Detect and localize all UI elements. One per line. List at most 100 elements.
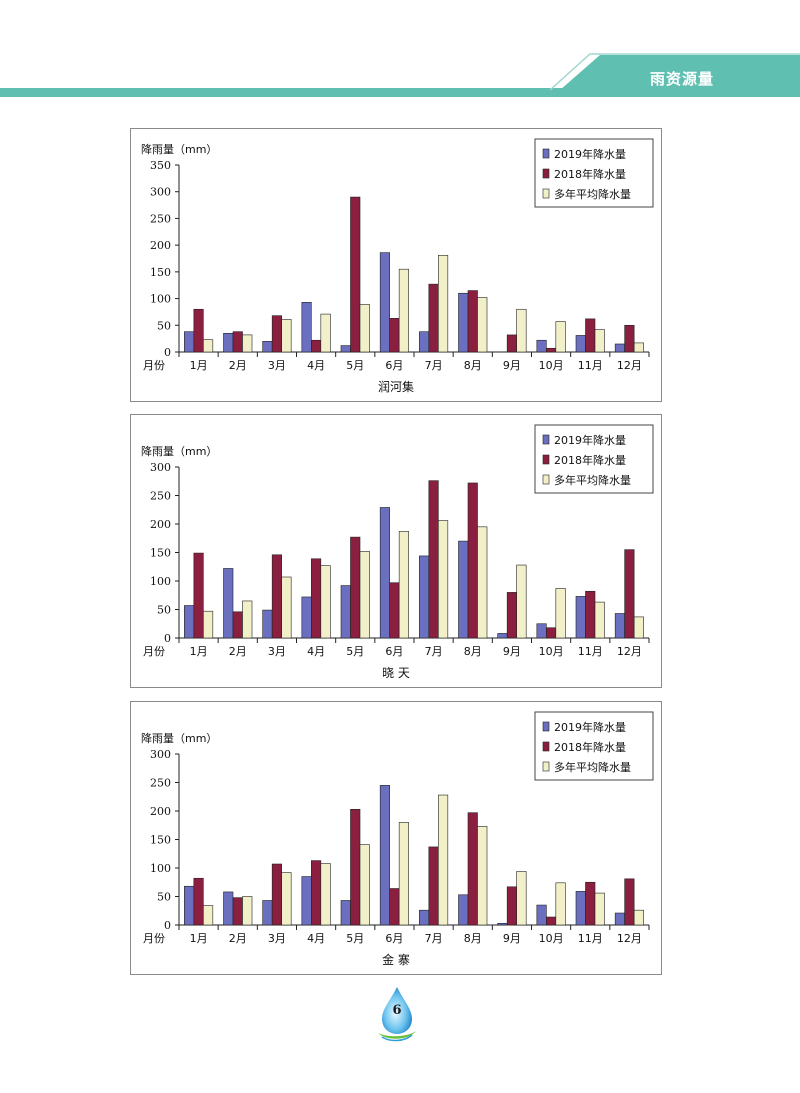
- bar-1: [223, 891, 234, 926]
- x-tick-label: 2月: [229, 645, 247, 658]
- bar-3: [438, 254, 449, 353]
- page-number: 6: [392, 1003, 402, 1018]
- x-tick-label: 8月: [464, 645, 482, 658]
- x-tick-label: 4月: [307, 645, 325, 658]
- bar-2: [271, 863, 282, 926]
- legend-swatch-2: [542, 741, 550, 752]
- x-tick-label: 5月: [346, 645, 364, 658]
- y-axis-label: 降雨量（mm）: [141, 444, 217, 458]
- x-tick-label: 2月: [229, 359, 247, 372]
- y-tick-label: 100: [150, 575, 171, 588]
- x-tick-label: 8月: [464, 359, 482, 372]
- bar-1: [458, 292, 469, 353]
- legend-label-1: 2019年降水量: [554, 147, 626, 161]
- x-tick-label: 5月: [346, 932, 364, 945]
- x-tick-label: 11月: [578, 645, 603, 658]
- bar-1: [223, 568, 234, 639]
- bar-3: [594, 601, 605, 639]
- bar-1: [301, 302, 312, 353]
- x-tick-label: 3月: [268, 645, 286, 658]
- y-tick-label: 0: [164, 632, 171, 645]
- bar-1: [536, 339, 547, 353]
- bar-2: [311, 339, 322, 353]
- x-axis-label: 月份: [143, 645, 165, 658]
- bar-3: [320, 313, 331, 353]
- legend-label-2: 2018年降水量: [554, 167, 626, 181]
- bar-3: [281, 576, 292, 639]
- x-tick-label: 3月: [268, 359, 286, 372]
- bar-2: [271, 554, 282, 639]
- bar-3: [555, 588, 566, 639]
- bar-1: [223, 333, 234, 353]
- y-tick-label: 0: [164, 346, 171, 359]
- bar-1: [614, 343, 625, 353]
- x-tick-label: 7月: [425, 645, 443, 658]
- bar-1: [419, 909, 430, 926]
- bar-1: [301, 876, 312, 926]
- legend-label-3: 多年平均降水量: [554, 760, 631, 774]
- bar-1: [262, 609, 273, 639]
- bar-2: [506, 886, 517, 926]
- legend-box: [534, 138, 654, 208]
- bar-2: [193, 552, 204, 639]
- bar-1: [575, 596, 586, 639]
- bar-1: [379, 252, 390, 353]
- x-tick-label: 1月: [190, 932, 208, 945]
- x-tick-label: 10月: [539, 645, 564, 658]
- bar-1: [536, 623, 547, 639]
- bar-1: [184, 885, 195, 926]
- bar-3: [242, 334, 253, 353]
- bar-3: [203, 610, 214, 639]
- legend-swatch-1: [542, 721, 550, 732]
- x-tick-label: 5月: [346, 359, 364, 372]
- x-tick-label: 10月: [539, 359, 564, 372]
- bar-2: [389, 318, 400, 353]
- y-tick-label: 350: [150, 159, 171, 172]
- bar-2: [350, 808, 361, 926]
- x-tick-label: 11月: [578, 359, 603, 372]
- x-tick-label: 11月: [578, 932, 603, 945]
- bar-3: [203, 339, 214, 353]
- x-tick-label: 1月: [190, 645, 208, 658]
- x-axis-label: 月份: [143, 359, 165, 372]
- bar-3: [203, 905, 214, 926]
- bar-2: [585, 318, 596, 353]
- y-tick-label: 200: [150, 805, 171, 818]
- bar-1: [184, 605, 195, 639]
- bar-3: [320, 565, 331, 639]
- bar-2: [193, 308, 204, 353]
- bar-2: [467, 290, 478, 353]
- y-tick-label: 50: [157, 604, 171, 617]
- legend-swatch-2: [542, 168, 550, 179]
- bar-2: [350, 196, 361, 353]
- bar-1: [458, 894, 469, 926]
- bar-2: [389, 888, 400, 926]
- x-tick-label: 12月: [617, 645, 642, 658]
- bar-2: [232, 897, 243, 926]
- bar-3: [359, 551, 370, 639]
- legend-label-1: 2019年降水量: [554, 433, 626, 447]
- legend-swatch-1: [542, 148, 550, 159]
- x-axis-label: 月份: [143, 932, 165, 945]
- bar-3: [633, 342, 644, 353]
- y-tick-label: 150: [150, 266, 171, 279]
- y-tick-label: 100: [150, 862, 171, 875]
- chart-title: 金 寨: [382, 952, 410, 967]
- bar-1: [458, 540, 469, 639]
- y-tick-label: 300: [150, 461, 171, 474]
- bar-1: [497, 633, 508, 639]
- legend-swatch-3: [542, 474, 550, 485]
- legend-swatch-1: [542, 434, 550, 445]
- x-tick-label: 12月: [617, 359, 642, 372]
- bar-3: [555, 882, 566, 926]
- legend-label-3: 多年平均降水量: [554, 187, 631, 201]
- legend-box: [534, 424, 654, 494]
- x-tick-label: 8月: [464, 932, 482, 945]
- x-tick-label: 10月: [539, 932, 564, 945]
- legend-box: [534, 711, 654, 781]
- chart-title: 润河集: [378, 379, 414, 394]
- bar-3: [633, 616, 644, 639]
- bar-1: [614, 912, 625, 926]
- bar-2: [232, 331, 243, 353]
- bar-3: [398, 268, 409, 353]
